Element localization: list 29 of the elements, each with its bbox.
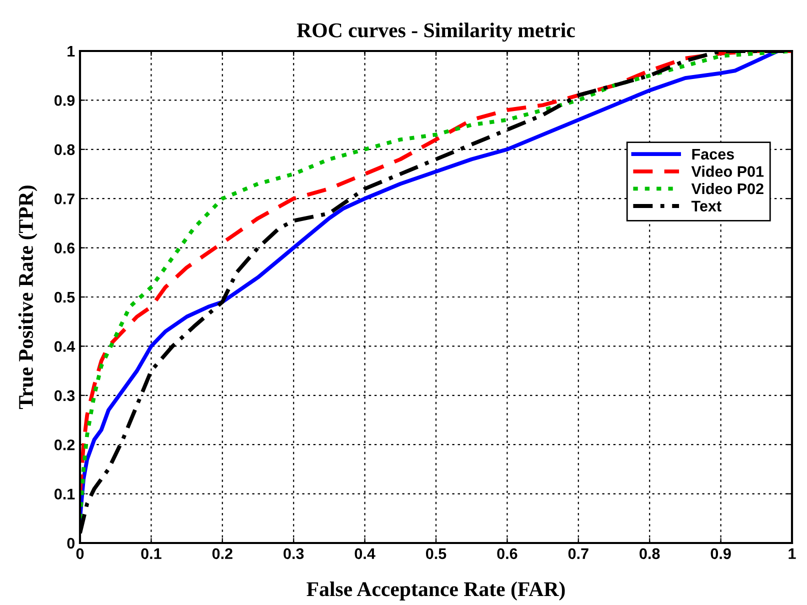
y-tick-label: 0.9	[54, 95, 75, 106]
x-tick-label: 0.6	[497, 548, 518, 560]
y-tick-label: 1	[68, 46, 75, 57]
y-axis-title: True Positive Rate (TPR)	[18, 186, 38, 410]
y-tick-label: 0.5	[54, 292, 75, 303]
x-tick-label: 0.2	[212, 548, 232, 560]
y-tick-label: 0.6	[54, 242, 75, 254]
x-tick-label: 0.7	[568, 548, 588, 560]
legend-label: Faces	[692, 148, 734, 160]
x-tick-label: 0.1	[141, 548, 162, 560]
x-tick-label: 0.5	[426, 548, 446, 560]
x-axis-title: False Acceptance Rate (FAR)	[306, 582, 565, 600]
x-tick-label: 0.8	[640, 548, 660, 560]
x-tick-label: 0.3	[284, 548, 304, 560]
y-tick-label: 0.1	[54, 488, 75, 500]
y-tick-label: 0	[67, 538, 75, 549]
x-tick-label: 0.4	[354, 548, 376, 560]
x-tick-label: 0.9	[710, 548, 731, 560]
legend-label: Text	[691, 200, 722, 212]
y-tick-label: 0.4	[54, 341, 76, 352]
legend-label: Video P01	[691, 166, 764, 177]
y-tick-label: 0.8	[54, 144, 75, 156]
y-tick-label: 0.2	[54, 439, 75, 450]
x-tick-label: 1	[788, 548, 796, 559]
x-tick-label: 0	[76, 548, 84, 560]
chart-title: ROC curves - Similarity metric	[296, 22, 575, 42]
y-tick-label: 0.7	[54, 193, 74, 204]
legend-label: Video P02	[691, 182, 764, 194]
y-tick-label: 0.3	[54, 390, 75, 402]
